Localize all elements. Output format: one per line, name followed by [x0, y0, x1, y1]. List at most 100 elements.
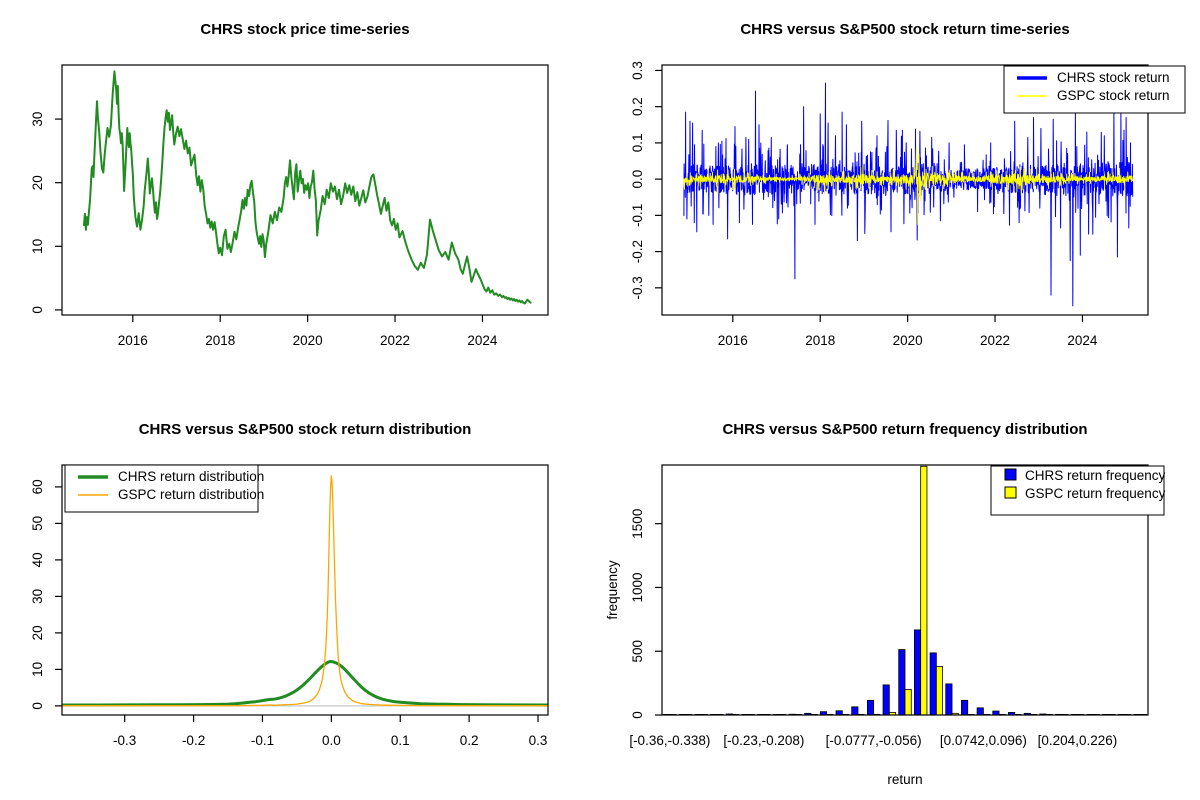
- y-tick-label: 40: [30, 552, 45, 567]
- y-tick-label: 60: [30, 479, 45, 494]
- y-tick-label: -0.3: [630, 276, 645, 299]
- chrs-frequency-bar: [835, 710, 843, 715]
- y-tick-label: 500: [630, 640, 645, 663]
- x-tick-label: 0.0: [322, 733, 341, 748]
- x-tick-label: -0.2: [182, 733, 205, 748]
- x-bin-label: [-0.36,-0.338): [629, 733, 710, 748]
- chrs-price-line: [82, 70, 532, 305]
- x-tick-label: 2020: [293, 333, 323, 348]
- chrs-frequency-bar: [882, 684, 890, 715]
- plot-box: [661, 64, 1149, 316]
- y-tick-label: -0.1: [630, 204, 645, 227]
- y-tick-label: 1000: [630, 572, 645, 602]
- return-frequency-chart: CHRS versus S&P500 return frequency dist…: [605, 421, 1166, 787]
- y-tick-label: 0.1: [630, 134, 645, 153]
- chrs-frequency-bar: [819, 711, 828, 715]
- panel-return-distribution: CHRS versus S&P500 stock return distribu…: [0, 400, 600, 800]
- panel-return-timeseries: CHRS versus S&P500 stock return time-ser…: [600, 0, 1200, 400]
- chrs-frequency-bar: [914, 629, 922, 715]
- gspc-return-distribution-line: [62, 475, 548, 707]
- chrs-frequency-bar: [992, 710, 1000, 715]
- plot-area: [62, 475, 548, 707]
- chrs-return-distribution-line: [62, 660, 548, 707]
- legend-label: GSPC return distribution: [118, 487, 264, 502]
- y-tick-label: 0.2: [630, 97, 645, 116]
- panel-price-timeseries: CHRS stock price time-series 2016 2018 2020…: [0, 0, 600, 400]
- legend-label: CHRS stock return: [1057, 70, 1170, 85]
- legend-label: GSPC return frequency: [1025, 486, 1166, 501]
- legend-label: GSPC stock return: [1057, 88, 1170, 103]
- x-tick-label: 0.1: [391, 733, 410, 748]
- x-tick-label: 2024: [1067, 333, 1098, 348]
- chrs-frequency-bar: [898, 649, 906, 715]
- x-tick-label: -0.1: [251, 733, 274, 748]
- x-bin-label: [-0.23,-0.208): [723, 733, 804, 748]
- chrs-frequency-bar: [976, 707, 984, 715]
- legend: CHRS return frequency GSPC return frequen…: [990, 465, 1166, 516]
- y-tick-label: 10: [30, 662, 45, 677]
- x-tick-label: 2022: [980, 333, 1010, 348]
- chrs-frequency-bar: [961, 699, 969, 715]
- legend-box: [990, 465, 1165, 516]
- y-tick-label: 20: [30, 175, 45, 190]
- y-tick-label: 0: [30, 306, 45, 314]
- return-timeseries-chart: CHRS versus S&P500 stock return time-ser…: [630, 21, 1186, 348]
- chart-title: CHRS versus S&P500 stock return time-ser…: [740, 21, 1069, 38]
- chart-title: CHRS stock price time-series: [200, 21, 409, 38]
- x-tick-label: 2016: [118, 333, 148, 348]
- legend: CHRS stock return GSPC stock return: [1003, 65, 1186, 114]
- x-tick-label: 2016: [718, 333, 748, 348]
- x-tick-label: 2018: [205, 333, 235, 348]
- y-tick-label: 50: [30, 516, 45, 531]
- x-tick-label: 2024: [467, 333, 498, 348]
- y-axis-label: frequency: [605, 560, 620, 620]
- legend: CHRS return distribution GSPC return dist…: [64, 464, 264, 513]
- x-tick-label: 0.2: [460, 733, 479, 748]
- return-distribution-chart: CHRS versus S&P500 stock return distribu…: [30, 421, 549, 748]
- legend-box: [64, 464, 259, 513]
- legend-label: CHRS return distribution: [118, 469, 264, 484]
- y-tick-label: 0: [30, 702, 45, 710]
- gspc-frequency-bar: [935, 666, 944, 715]
- legend-box-swatch: [1004, 486, 1017, 499]
- x-bin-label: [0.0742,0.096): [940, 733, 1027, 748]
- gspc-stock-return-line: [683, 146, 1134, 225]
- x-bin-label: [0.204,0.226): [1038, 733, 1118, 748]
- plot-box: [661, 464, 1149, 716]
- y-tick-label: 20: [30, 625, 45, 640]
- chrs-stock-return-line: [683, 82, 1134, 307]
- legend-label: CHRS return frequency: [1025, 468, 1166, 483]
- x-bin-label: [-0.0777,-0.056): [826, 733, 922, 748]
- panel-return-frequency: CHRS versus S&P500 return frequency dist…: [600, 400, 1200, 800]
- y-tick-label: 10: [30, 239, 45, 254]
- plot-area: [683, 82, 1134, 307]
- y-tick-label: -0.2: [630, 240, 645, 263]
- chart-title: CHRS versus S&P500 stock return distribu…: [139, 421, 472, 438]
- chrs-frequency-bar: [851, 706, 859, 715]
- x-tick-label: 0.3: [529, 733, 548, 748]
- plot-area: [82, 70, 532, 305]
- chrs-frequency-bar: [945, 683, 953, 715]
- x-tick-label: 2020: [893, 333, 923, 348]
- y-tick-label: 0.0: [630, 170, 645, 189]
- x-tick-label: 2018: [805, 333, 835, 348]
- plot-box: [61, 64, 549, 316]
- gspc-frequency-bar: [920, 465, 928, 715]
- gspc-frequency-bar: [904, 689, 912, 715]
- plot-box: [61, 464, 549, 716]
- legend-box-swatch: [1004, 468, 1017, 481]
- chrs-frequency-bar: [929, 652, 937, 715]
- chrs-frequency-bar: [866, 699, 875, 715]
- y-tick-label: 0.3: [630, 61, 645, 80]
- y-tick-label: 1500: [630, 509, 645, 539]
- y-tick-label: 30: [30, 589, 45, 604]
- x-axis-label: return: [887, 772, 922, 787]
- legend-box: [1003, 65, 1186, 114]
- y-tick-label: 30: [30, 112, 45, 127]
- y-tick-label: 0: [630, 711, 645, 719]
- x-tick-label: 2022: [380, 333, 410, 348]
- x-tick-label: -0.3: [113, 733, 136, 748]
- chart-title: CHRS versus S&P500 return frequency dist…: [722, 421, 1087, 438]
